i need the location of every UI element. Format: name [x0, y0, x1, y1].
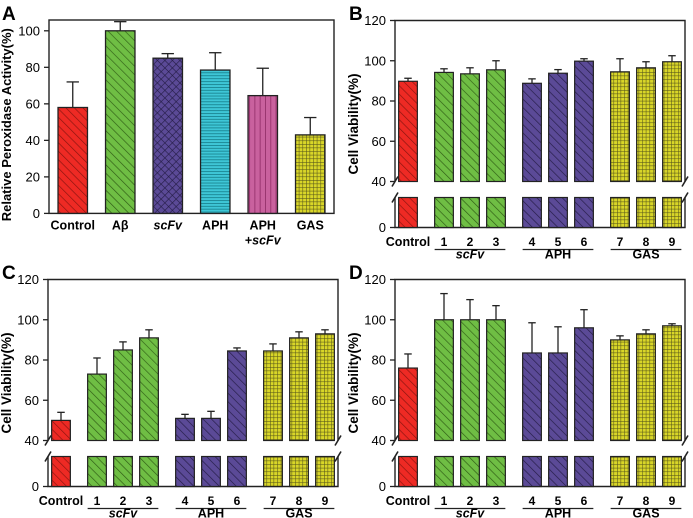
- svg-text:1: 1: [94, 494, 101, 508]
- svg-text:APH: APH: [545, 248, 571, 260]
- svg-text:Aβ: Aβ: [112, 218, 129, 232]
- svg-text:4: 4: [182, 494, 189, 508]
- svg-text:60: 60: [25, 393, 39, 408]
- svg-text:3: 3: [493, 235, 500, 249]
- svg-text:4: 4: [529, 494, 536, 508]
- svg-text:0: 0: [379, 479, 386, 494]
- svg-text:1: 1: [441, 235, 448, 249]
- svg-text:GAS: GAS: [632, 507, 659, 518]
- svg-text:B: B: [349, 4, 363, 25]
- svg-text:APH: APH: [545, 507, 571, 518]
- svg-text:C: C: [2, 263, 16, 284]
- svg-text:120: 120: [364, 13, 386, 28]
- svg-text:APH: APH: [250, 218, 276, 232]
- svg-text:9: 9: [669, 235, 676, 249]
- svg-text:6: 6: [234, 494, 241, 508]
- svg-text:Cell Viability(%): Cell Viability(%): [347, 73, 361, 174]
- svg-text:80: 80: [372, 94, 386, 109]
- svg-text:D: D: [349, 263, 363, 284]
- svg-text:20: 20: [26, 169, 40, 184]
- svg-text:GAS: GAS: [632, 248, 659, 260]
- svg-text:scFv: scFv: [456, 248, 486, 260]
- svg-text:scFv: scFv: [109, 507, 139, 518]
- svg-text:7: 7: [617, 494, 624, 508]
- svg-text:80: 80: [25, 353, 39, 368]
- svg-text:100: 100: [364, 53, 386, 68]
- svg-text:A: A: [2, 4, 16, 25]
- svg-text:4: 4: [529, 235, 536, 249]
- svg-text:Control: Control: [386, 494, 430, 508]
- svg-text:7: 7: [617, 235, 624, 249]
- svg-text:scFv: scFv: [154, 218, 184, 232]
- svg-text:0: 0: [33, 206, 40, 221]
- svg-text:Cell Viability(%): Cell Viability(%): [347, 332, 361, 433]
- svg-text:6: 6: [581, 494, 588, 508]
- svg-text:0: 0: [379, 220, 386, 235]
- svg-text:60: 60: [26, 96, 40, 111]
- svg-text:3: 3: [493, 494, 500, 508]
- svg-text:7: 7: [270, 494, 277, 508]
- svg-text:40: 40: [372, 174, 386, 189]
- svg-text:GAS: GAS: [297, 218, 324, 232]
- svg-text:Relative Peroxidase Activity(%: Relative Peroxidase Activity(%): [0, 28, 14, 221]
- svg-text:100: 100: [364, 312, 386, 327]
- svg-text:6: 6: [581, 235, 588, 249]
- svg-text:APH: APH: [202, 218, 228, 232]
- svg-text:40: 40: [25, 433, 39, 448]
- svg-text:3: 3: [146, 494, 153, 508]
- svg-text:scFv: scFv: [456, 507, 486, 518]
- svg-text:100: 100: [18, 23, 40, 38]
- svg-text:1: 1: [441, 494, 448, 508]
- svg-text:60: 60: [372, 134, 386, 149]
- svg-text:9: 9: [322, 494, 329, 508]
- svg-text:APH: APH: [198, 507, 224, 518]
- svg-text:GAS: GAS: [285, 507, 312, 518]
- svg-text:100: 100: [17, 312, 39, 327]
- svg-text:120: 120: [17, 272, 39, 287]
- svg-text:120: 120: [364, 272, 386, 287]
- svg-text:9: 9: [669, 494, 676, 508]
- svg-text:Control: Control: [39, 494, 83, 508]
- svg-text:Control: Control: [51, 218, 95, 232]
- svg-text:80: 80: [372, 353, 386, 368]
- svg-text:40: 40: [372, 433, 386, 448]
- svg-text:+scFv: +scFv: [245, 233, 282, 247]
- svg-text:Control: Control: [386, 235, 430, 249]
- svg-text:40: 40: [26, 133, 40, 148]
- svg-text:60: 60: [372, 393, 386, 408]
- svg-text:80: 80: [26, 60, 40, 75]
- svg-text:Cell Viability(%): Cell Viability(%): [0, 332, 14, 433]
- svg-text:0: 0: [32, 479, 39, 494]
